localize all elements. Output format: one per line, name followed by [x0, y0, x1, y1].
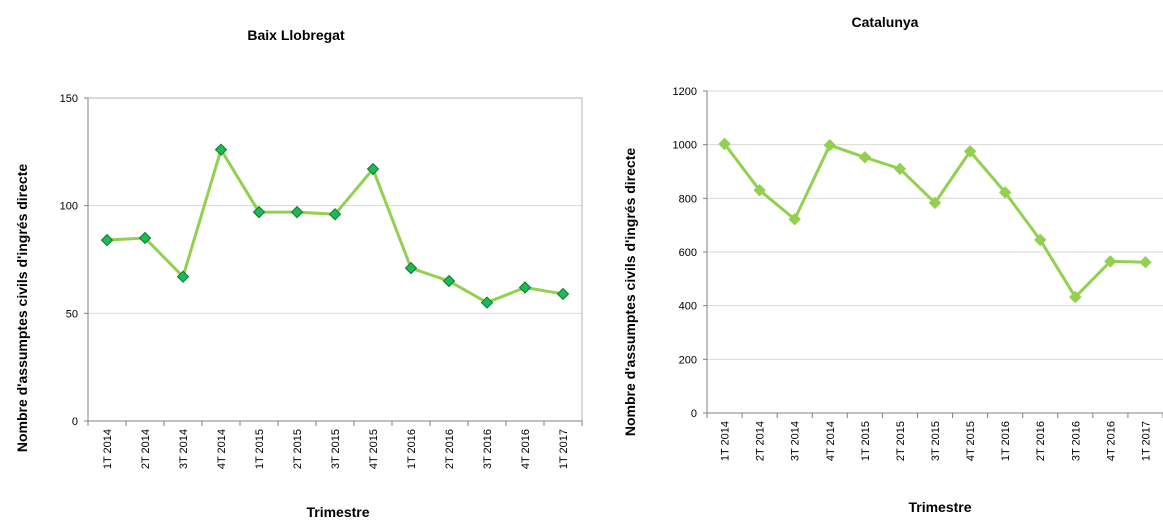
x-tick-label: 4T 2014	[825, 421, 837, 461]
data-point	[718, 137, 731, 151]
data-point	[823, 138, 836, 152]
plot-frame	[87, 97, 583, 422]
chart-title: Baix Llobregat	[247, 27, 345, 43]
x-tick-label: 1T 2015	[254, 429, 266, 469]
data-point	[1104, 255, 1117, 268]
x-tick-label: 4T 2016	[1105, 421, 1117, 461]
data-point	[252, 205, 266, 219]
data-point	[366, 162, 380, 176]
data-point	[963, 145, 977, 158]
x-tick-label: 4T 2016	[520, 429, 532, 469]
x-tick-label: 4T 2015	[965, 421, 977, 461]
y-tick-label: 800	[679, 193, 697, 205]
data-point	[858, 151, 872, 164]
data-point	[480, 296, 494, 309]
data-point	[788, 213, 801, 226]
x-tick-label: 2T 2016	[1035, 421, 1047, 461]
x-tick-label: 3T 2014	[178, 429, 190, 469]
data-point	[928, 196, 942, 210]
y-tick-label: 200	[679, 354, 697, 366]
data-point	[176, 270, 190, 283]
x-tick-label: 4T 2014	[216, 429, 228, 469]
x-tick-label: 2T 2014	[140, 429, 152, 469]
x-tick-label: 1T 2017	[558, 429, 570, 469]
y-tick-label: 0	[691, 408, 697, 420]
y-tick-label: 150	[60, 93, 78, 105]
x-tick-label: 1T 2016	[406, 429, 418, 469]
x-tick-label: 2T 2015	[292, 429, 304, 469]
x-tick-label: 1T 2016	[1000, 421, 1012, 461]
data-point	[328, 208, 342, 221]
data-point	[1034, 233, 1047, 247]
data-point	[998, 186, 1012, 199]
y-axis-label: Nombre d'assumptes civils d'ingrés direc…	[14, 164, 30, 453]
y-tick-label: 600	[679, 247, 697, 259]
x-tick-label: 1T 2017	[1140, 421, 1152, 461]
x-tick-label: 3T 2016	[1070, 421, 1082, 461]
data-point	[1069, 290, 1082, 304]
y-tick-label: 400	[679, 301, 697, 313]
chart-baix-llobregat: Baix Llobregat Trimestre Nombre d'assump…	[14, 27, 583, 520]
data-point	[1139, 255, 1152, 269]
data-point	[518, 281, 532, 294]
y-tick-label: 50	[66, 308, 78, 320]
x-tick-label: 1T 2015	[860, 421, 872, 461]
series-line	[723, 142, 1146, 299]
y-tick-label: 100	[60, 201, 78, 213]
x-tick-label: 2T 2014	[755, 421, 767, 461]
x-tick-label: 4T 2015	[368, 429, 380, 469]
data-point	[556, 287, 570, 301]
x-tick-label: 1T 2014	[720, 421, 732, 461]
x-tick-label: 3T 2015	[330, 429, 342, 469]
x-tick-label: 3T 2015	[930, 421, 942, 461]
data-point	[404, 261, 418, 275]
data-point	[442, 274, 456, 288]
y-tick-label: 1200	[673, 86, 697, 98]
x-tick-label: 2T 2016	[444, 429, 456, 469]
data-point	[753, 184, 766, 197]
data-point	[214, 143, 228, 156]
x-tick-label: 2T 2015	[895, 421, 907, 461]
y-axis-label: Nombre d'assumptes civils d'ingrés direc…	[622, 148, 638, 437]
series-line	[106, 148, 564, 305]
y-tick-label: 0	[72, 416, 78, 428]
x-tick-label: 3T 2016	[482, 429, 494, 469]
y-tick-label: 1000	[673, 140, 697, 152]
data-point	[290, 205, 304, 219]
chart-catalunya: Catalunya Trimestre Nombre d'assumptes c…	[622, 14, 1163, 515]
x-axis-label: Trimestre	[908, 499, 971, 515]
x-tick-label: 1T 2014	[102, 429, 114, 469]
chart-title: Catalunya	[852, 14, 919, 30]
data-point	[100, 233, 114, 247]
x-axis-label: Trimestre	[306, 504, 369, 520]
x-tick-label: 3T 2014	[790, 421, 802, 461]
data-point	[138, 231, 152, 245]
data-point	[893, 162, 907, 176]
